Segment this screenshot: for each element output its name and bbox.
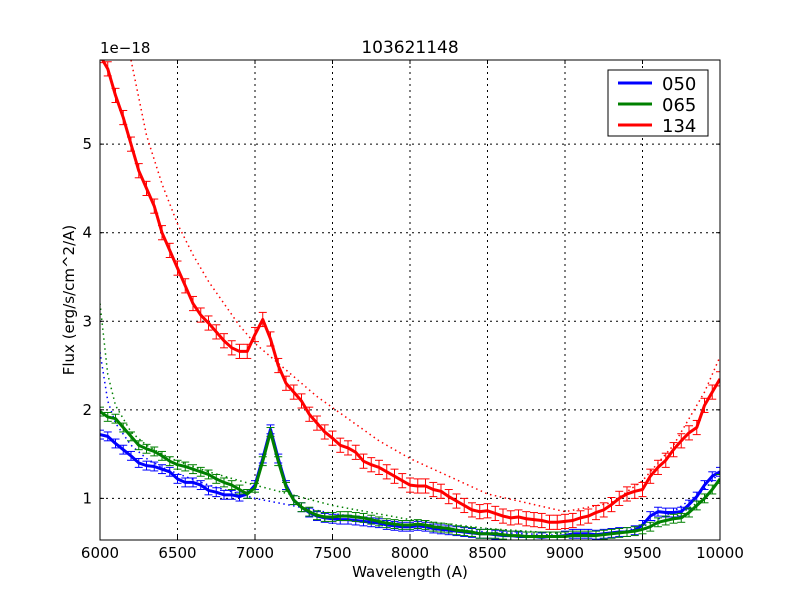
series-line-134 bbox=[100, 60, 720, 524]
x-tick-label: 10000 bbox=[696, 544, 744, 562]
x-tick-label: 8500 bbox=[468, 544, 506, 562]
y-tick-label: 1 bbox=[82, 489, 92, 507]
axis-ticks: 6000 6500 7000 7500 8000 8500 9000 9500 10000 1 2 3… bbox=[81, 60, 744, 562]
x-axis-label: Wavelength (A) bbox=[352, 563, 468, 581]
x-tick-label: 7000 bbox=[236, 544, 274, 562]
chart-title: 103621148 bbox=[361, 38, 458, 58]
y-tick-label: 2 bbox=[82, 401, 92, 419]
data-series bbox=[100, 60, 720, 540]
series-134 bbox=[100, 60, 720, 530]
fit-curve-050 bbox=[100, 352, 720, 537]
series-065 bbox=[100, 406, 720, 540]
y-tick-label: 3 bbox=[82, 312, 92, 330]
x-tick-label: 8000 bbox=[391, 544, 429, 562]
x-tick-label: 6000 bbox=[81, 544, 119, 562]
x-tick-label: 7500 bbox=[313, 544, 351, 562]
x-tick-label: 9500 bbox=[623, 544, 661, 562]
fit-curve-134 bbox=[130, 60, 720, 513]
series-line-065 bbox=[100, 410, 720, 538]
legend-label-134: 134 bbox=[662, 116, 696, 137]
x-tick-label: 6500 bbox=[158, 544, 196, 562]
x-tick-label: 9000 bbox=[546, 544, 584, 562]
y-axis-label: Flux (erg/s/cm^2/A) bbox=[60, 225, 78, 376]
y-tick-label: 4 bbox=[82, 224, 92, 242]
y-tick-label: 5 bbox=[82, 135, 92, 153]
legend-label-065: 065 bbox=[662, 95, 696, 116]
y-offset-label: 1e−18 bbox=[100, 39, 150, 57]
legend-label-050: 050 bbox=[662, 74, 696, 95]
